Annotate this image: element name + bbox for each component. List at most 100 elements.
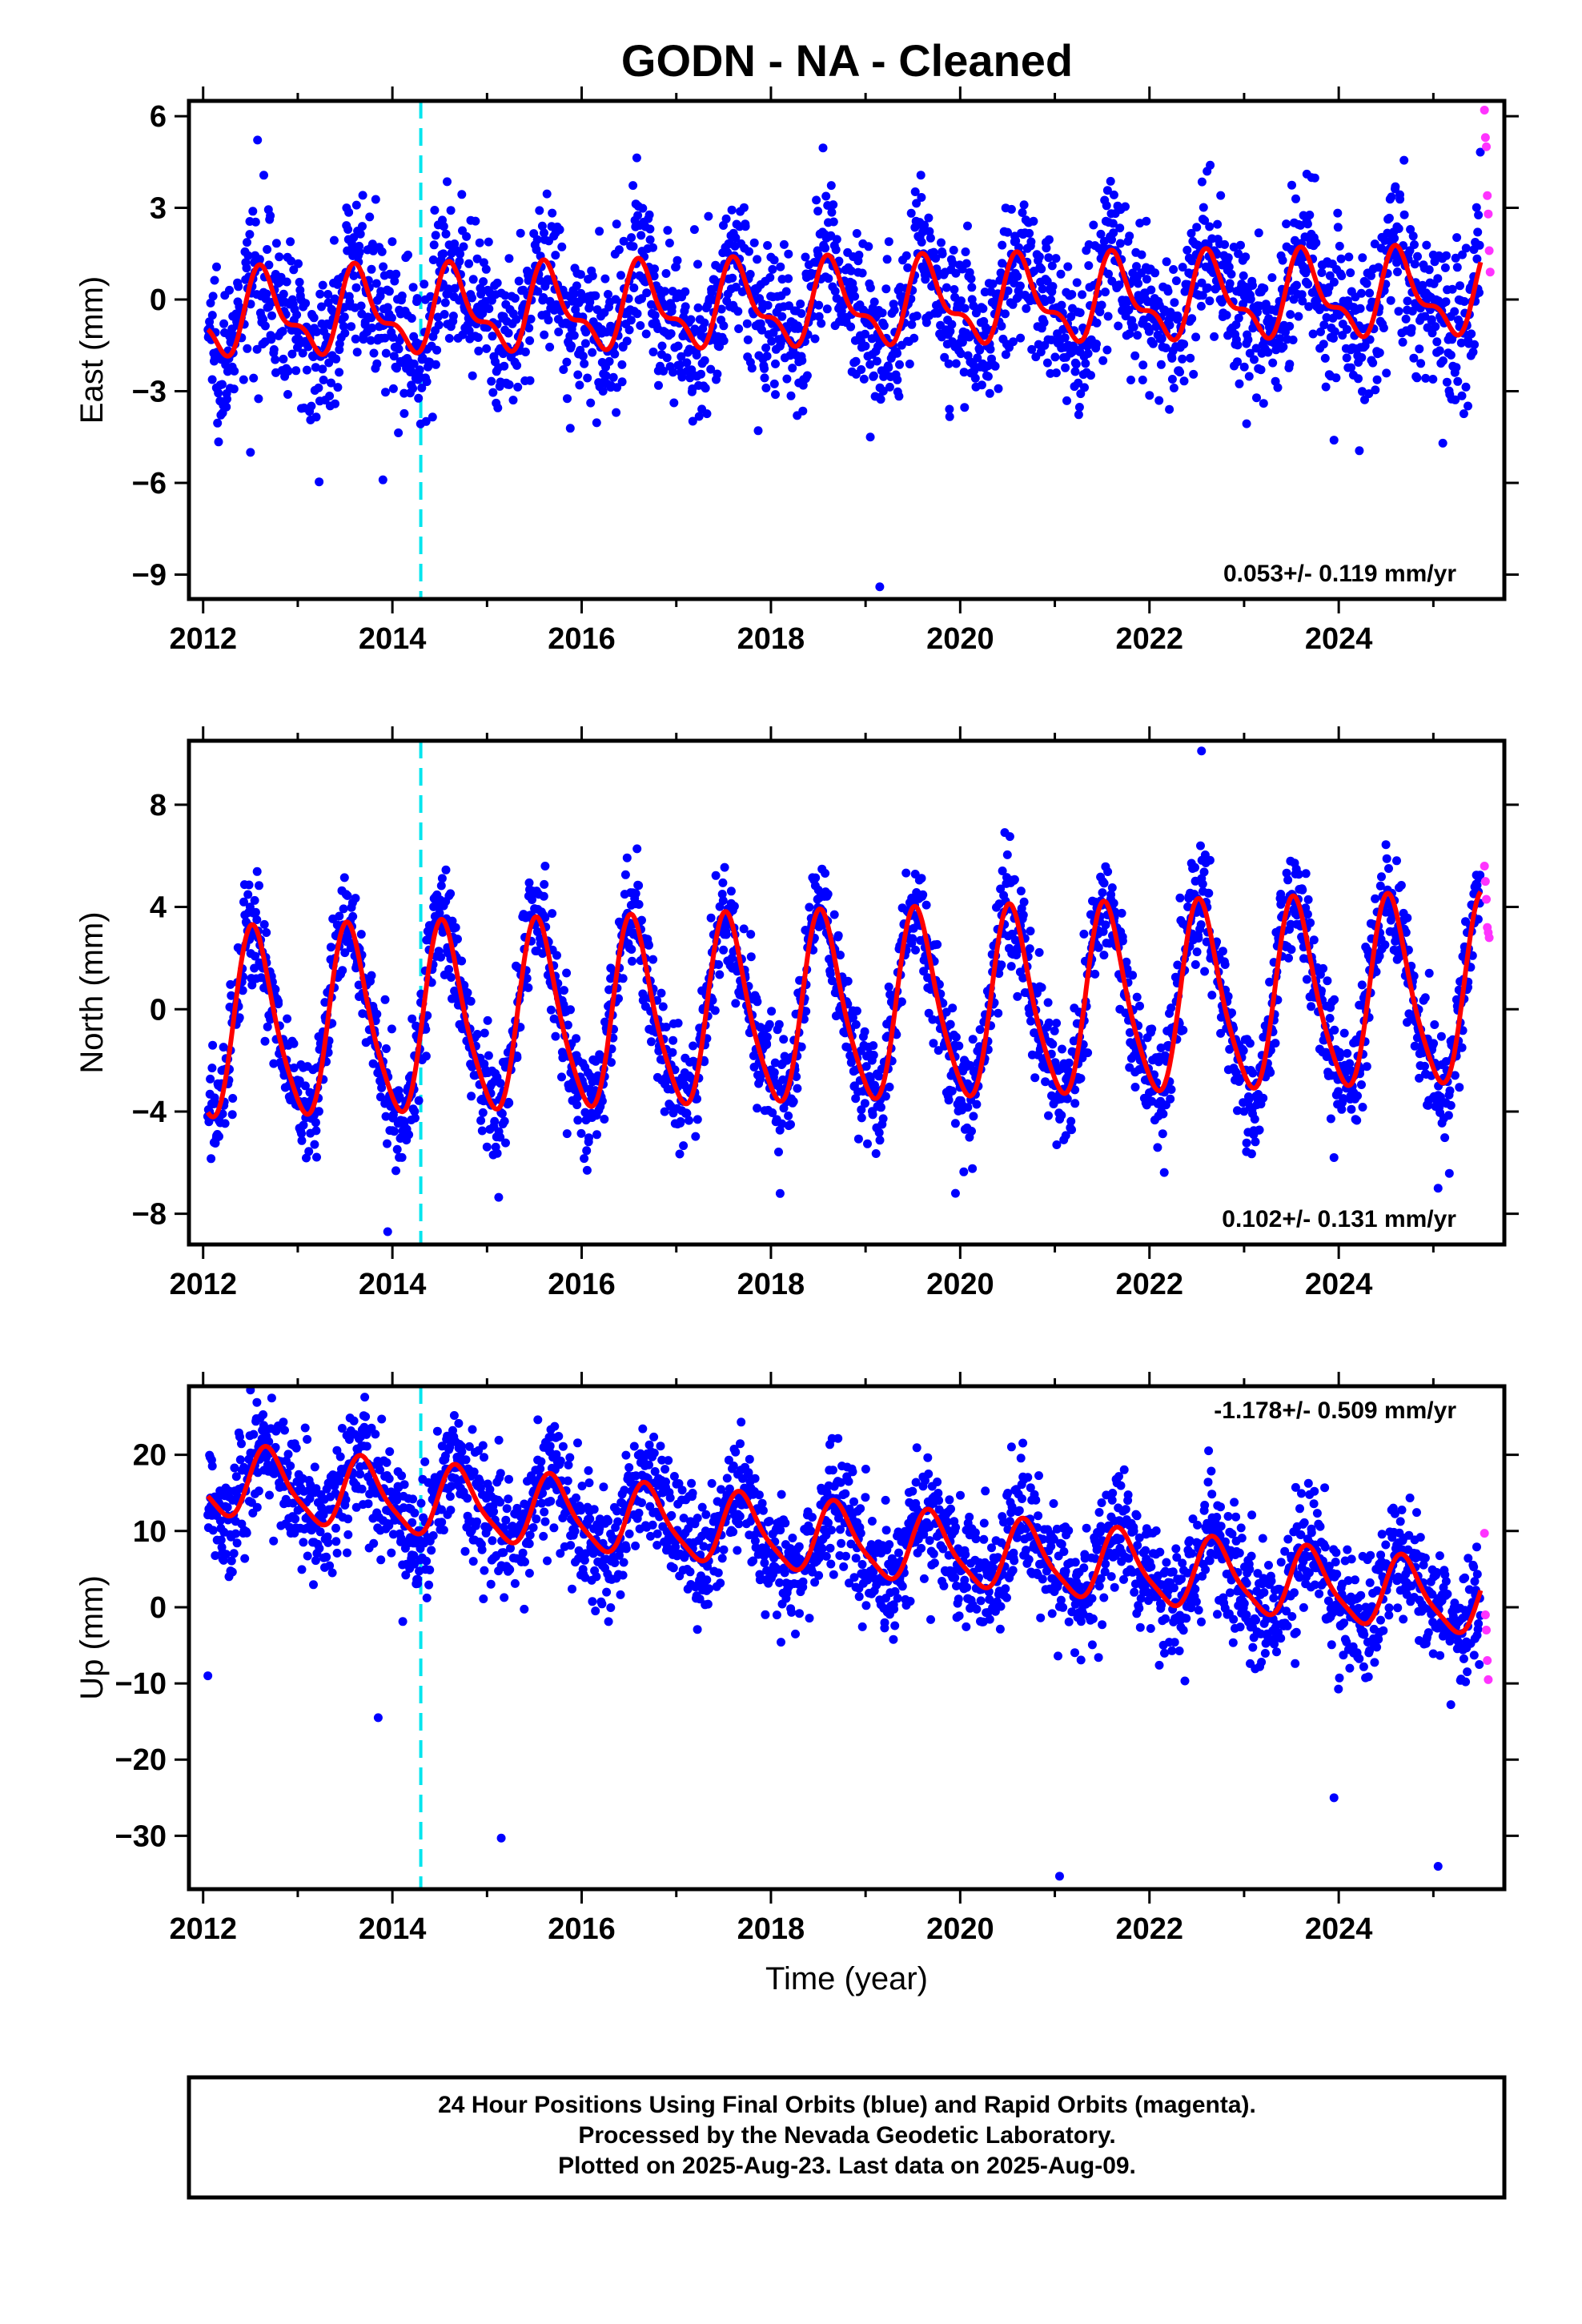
final-orbit-point	[295, 1076, 304, 1086]
final-orbit-point	[616, 271, 625, 280]
final-orbit-point	[490, 1116, 500, 1126]
final-orbit-point	[945, 412, 954, 421]
final-orbit-point	[428, 255, 438, 264]
final-orbit-point	[774, 1019, 784, 1029]
final-orbit-point	[779, 239, 789, 249]
final-orbit-point	[1358, 1103, 1367, 1112]
final-orbit-point	[463, 988, 472, 998]
final-orbit-point	[371, 279, 381, 288]
final-orbit-point	[1239, 271, 1248, 280]
final-orbit-point	[369, 348, 379, 358]
final-orbit-point	[1082, 341, 1092, 351]
final-orbit-point	[451, 923, 460, 932]
final-orbit-point	[802, 371, 812, 380]
final-orbit-point	[813, 207, 823, 216]
final-orbit-point	[210, 275, 219, 285]
final-orbit-point	[1439, 356, 1447, 365]
final-orbit-point	[1080, 383, 1089, 392]
chart-title: GODN - NA - Cleaned	[621, 35, 1073, 86]
final-orbit-point	[1368, 358, 1378, 368]
final-orbit-point	[1179, 340, 1189, 349]
final-orbit-point	[1048, 282, 1058, 292]
final-orbit-point	[457, 956, 467, 966]
final-orbit-point	[1001, 309, 1010, 319]
final-orbit-point	[1229, 243, 1239, 251]
final-orbit-point	[1410, 240, 1419, 249]
final-orbit-point	[563, 1020, 572, 1030]
final-orbit-point	[459, 242, 468, 251]
final-orbit-point	[857, 1113, 866, 1123]
final-orbit-point	[1346, 268, 1355, 278]
final-orbit-point	[1365, 335, 1375, 344]
final-orbit-point	[1370, 239, 1379, 249]
final-orbit-point	[627, 233, 636, 243]
final-orbit-point	[407, 314, 416, 323]
final-orbit-point	[235, 1013, 244, 1023]
final-orbit-point	[441, 865, 451, 875]
final-orbit-point	[311, 1126, 321, 1136]
final-orbit-point	[1122, 297, 1132, 307]
final-orbit-point	[1114, 321, 1123, 331]
final-orbit-point	[719, 321, 729, 331]
final-orbit-point	[1351, 1037, 1361, 1047]
final-orbit-point	[1456, 338, 1466, 348]
final-orbit-point	[1043, 998, 1053, 1007]
final-orbit-point	[540, 862, 550, 870]
final-orbit-point	[1357, 980, 1367, 990]
final-orbit-point	[426, 292, 436, 301]
final-orbit-point	[739, 924, 749, 934]
final-orbit-point	[1191, 332, 1201, 342]
final-orbit-point	[645, 224, 655, 234]
final-orbit-point	[481, 264, 491, 274]
final-orbit-point	[349, 271, 359, 280]
final-orbit-point	[1030, 1073, 1040, 1083]
final-orbit-point	[1275, 334, 1285, 344]
final-orbit-point	[859, 374, 869, 384]
final-orbit-point	[729, 902, 739, 911]
final-orbit-point	[1220, 239, 1230, 249]
final-orbit-point	[901, 251, 911, 260]
final-orbit-point	[677, 352, 686, 361]
final-orbit-point	[954, 1041, 964, 1051]
final-orbit-point	[600, 1115, 609, 1124]
final-orbit-point	[420, 279, 429, 289]
final-orbit-point	[719, 221, 728, 230]
final-orbit-point	[1027, 344, 1037, 354]
final-orbit-point	[951, 359, 961, 368]
final-orbit-point	[956, 349, 966, 359]
final-orbit-point	[1098, 927, 1108, 936]
final-orbit-point	[433, 312, 443, 322]
final-orbit-point	[861, 341, 870, 351]
final-orbit-point	[1200, 215, 1210, 225]
final-orbit-point	[339, 873, 349, 883]
final-orbit-point	[414, 393, 424, 403]
final-orbit-point	[1074, 403, 1084, 412]
final-orbit-point	[1115, 239, 1125, 248]
y-axis-label: East (mm)	[74, 276, 110, 424]
final-orbit-point	[411, 1113, 420, 1123]
final-orbit-point	[990, 361, 1000, 371]
panel-east: 2012 2014 2016 2018 2020 2022 2024−9−6−3036Eas…	[74, 86, 1519, 656]
final-orbit-point	[439, 249, 448, 259]
final-orbit-point	[436, 952, 445, 962]
final-orbit-point	[769, 379, 779, 388]
final-orbit-point	[1108, 219, 1118, 228]
final-orbit-point	[255, 255, 264, 264]
final-orbit-point	[291, 366, 301, 376]
plot-area-east	[203, 101, 1495, 599]
final-orbit-point	[1268, 358, 1278, 368]
final-orbit-point	[1330, 995, 1339, 1004]
final-orbit-point	[948, 1003, 958, 1013]
final-orbit-point	[251, 907, 260, 917]
final-orbit-point	[978, 304, 988, 313]
final-orbit-point	[1364, 389, 1374, 399]
final-orbit-point	[1124, 305, 1134, 315]
final-orbit-point	[910, 187, 920, 196]
final-orbit-point	[226, 979, 235, 989]
final-orbit-point	[538, 949, 548, 959]
final-orbit-point	[243, 890, 253, 899]
final-orbit-point	[869, 1051, 878, 1059]
final-orbit-point	[1041, 1077, 1050, 1087]
final-orbit-point	[239, 375, 248, 384]
final-orbit-point	[1329, 333, 1338, 343]
